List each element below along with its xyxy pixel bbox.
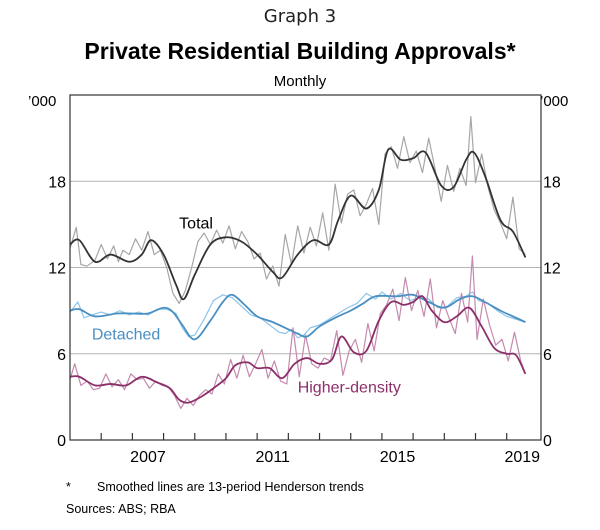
y-tick-label-right: 18	[543, 174, 561, 191]
footnote-text: Smoothed lines are 13-period Henderson t…	[97, 480, 364, 494]
x-tick-label-2015: 2015	[380, 449, 416, 466]
series-labels: Total Detached Higher-density	[92, 216, 401, 397]
raw-series-group	[69, 115, 526, 409]
series-label-total: Total	[179, 216, 213, 233]
footnote: * Smoothed lines are 13-period Henderson …	[66, 480, 364, 494]
x-tick-label-2019: 2019	[504, 449, 540, 466]
series-line-detached	[69, 293, 526, 341]
chart-subtitle: Monthly	[273, 73, 327, 90]
x-axis-labels: 2007 2011 2015 2019	[130, 449, 540, 466]
x-tick-label-2011: 2011	[256, 449, 291, 466]
y-axis-unit-left: ’000	[28, 93, 57, 110]
series-line-total	[69, 147, 527, 301]
x-axis-ticks	[100, 433, 508, 440]
series-line-higher-density	[69, 295, 527, 404]
trend-series-group	[69, 147, 527, 404]
gridlines	[70, 180, 541, 355]
y-tick-label-left: 0	[57, 433, 66, 450]
y-tick-label-left: 6	[57, 347, 66, 364]
series-label-detached: Detached	[92, 326, 161, 343]
y-tick-label-right: 6	[543, 347, 552, 364]
series-line-total-raw	[69, 115, 526, 305]
series-line-higher-density-raw	[69, 255, 526, 409]
chart-title: Private Residential Building Approvals*	[84, 38, 516, 64]
y-tick-label-left: 18	[48, 174, 66, 191]
graph-number: Graph 3	[263, 6, 337, 27]
y-tick-label-left: 12	[48, 261, 66, 278]
y-axis-labels: 0 0 6 6 12 12 18 18	[48, 174, 561, 450]
series-label-higher-density: Higher-density	[298, 380, 401, 397]
footnote-marker: *	[66, 480, 71, 494]
plot-frame	[69, 94, 542, 441]
y-tick-label-right: 0	[543, 433, 552, 450]
sources: Sources: ABS; RBA	[66, 502, 176, 516]
y-axis-unit-right: ’000	[540, 93, 569, 110]
x-tick-label-2007: 2007	[130, 449, 166, 466]
y-tick-label-right: 12	[543, 261, 561, 278]
